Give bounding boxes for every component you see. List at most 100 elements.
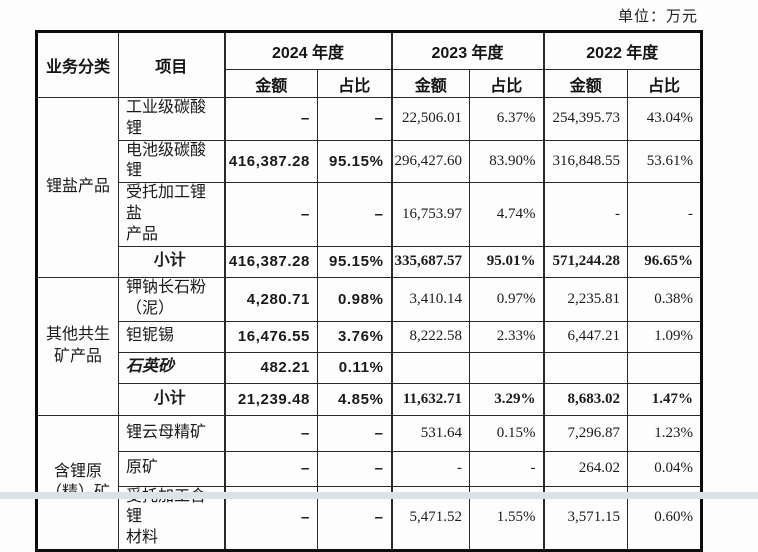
bottom-strip: [0, 492, 758, 499]
amount-cell: 22,506.01: [390, 97, 471, 141]
financial-table: 业务分类 项目 2024 年度 2023 年度 2022 年度 金额 占比 金额…: [35, 30, 704, 552]
ratio-cell: –: [316, 450, 393, 487]
ratio-cell: 3.76%: [316, 320, 393, 353]
ratio-cell: 83.90%: [469, 139, 545, 184]
item-cell: 工业级碳酸锂: [118, 97, 225, 141]
header-row-metrics: 金额 占比 金额 占比 金额 占比: [37, 69, 703, 98]
table-header: 业务分类 项目 2024 年度 2023 年度 2022 年度 金额 占比 金额…: [36, 31, 703, 98]
ratio-cell: 95.01%: [469, 245, 545, 278]
table-row: 原矿 – – - -264.02 0.04%: [37, 450, 703, 487]
table-body: 锂盐产品 工业级碳酸锂 – –22,506.01 6.37% 254,395.73 43.0…: [36, 97, 703, 551]
amount-cell: 316,848.55: [542, 139, 629, 184]
amount-cell: 6,447.21: [542, 320, 629, 353]
ratio-cell: 0.98%: [316, 276, 393, 322]
amount-cell: -: [542, 182, 629, 247]
amount-cell: 16,753.97: [390, 182, 471, 247]
header-year-2024: 2024 年度: [223, 31, 393, 70]
ratio-cell: 0.38%: [627, 276, 703, 322]
amount-cell: –: [223, 414, 318, 452]
table-row: 锂盐产品 工业级碳酸锂 – –22,506.01 6.37% 254,395.73 43.0…: [36, 97, 703, 278]
table-row: 其他共生 矿产品 钾钠长石粉 （泥） 4,280.71 0.98% 3,410.14 0.…: [36, 276, 703, 416]
amount-cell: 16,476.55: [223, 320, 318, 353]
ratio-cell: 0.11%: [316, 351, 393, 384]
item-cell: 石英砂: [118, 351, 225, 384]
header-amount-2023: 金额: [390, 69, 471, 98]
ratio-cell: 0.15%: [469, 414, 545, 452]
ratio-cell: 2.33%: [469, 320, 545, 353]
category-cell: 锂盐产品: [36, 97, 119, 278]
ratio-cell: 4.74%: [469, 182, 545, 247]
header-ratio-2022: 占比: [627, 69, 703, 98]
table-row: 小计 21,239.48 4.85% 11,632.71 3.29% 8,683.02 1.…: [37, 382, 703, 416]
header-item: 项目: [118, 31, 225, 98]
ratio-cell: –: [316, 182, 393, 247]
header-year-2023: 2023 年度: [390, 31, 545, 70]
amount-cell: 8,683.02: [542, 382, 629, 416]
amount-cell: 4,280.71: [223, 276, 318, 322]
header-amount-2022: 金额: [542, 69, 629, 98]
table-row: 受托加工锂盐 产品 – –16,753.97 4.74% - -: [37, 182, 703, 247]
table-row: 含锂原 （精）矿锂云母精矿––531.640.15%7,296.871.23%: [36, 414, 703, 551]
header-ratio-2023: 占比: [469, 69, 545, 98]
header-ratio-2024: 占比: [316, 69, 393, 98]
amount-cell: 8,222.58: [390, 320, 471, 353]
amount-cell: 531.64: [390, 414, 471, 452]
amount-cell: –: [223, 97, 318, 141]
ratio-cell: 1.09%: [627, 320, 703, 353]
item-cell: 锂云母精矿: [118, 414, 225, 452]
ratio-cell: 96.65%: [627, 245, 703, 278]
amount-cell: 7,296.87: [542, 414, 629, 452]
ratio-cell: 3.29%: [469, 382, 545, 416]
ratio-cell: 0.04%: [627, 450, 703, 487]
ratio-cell: 1.23%: [627, 414, 703, 452]
item-cell: 钽铌锡: [118, 320, 225, 353]
category-cell: 含锂原 （精）矿: [36, 414, 119, 551]
amount-cell: 2,235.81: [542, 276, 629, 322]
ratio-cell: 6.37%: [469, 97, 545, 141]
table-row: 电池级碳酸锂 416,387.28 95.15% 296,427.60 83.90% 31…: [37, 139, 703, 184]
ratio-cell: 95.15%: [316, 245, 393, 278]
amount-cell: 335,687.57: [390, 245, 471, 278]
amount-cell: 571,244.28: [542, 245, 629, 278]
ratio-cell: -: [627, 182, 703, 247]
item-cell: 受托加工锂盐 产品: [118, 182, 225, 247]
ratio-cell: -: [469, 450, 545, 487]
amount-cell: 254,395.73: [542, 97, 629, 141]
header-amount-2024: 金额: [223, 69, 318, 98]
ratio-cell: 43.04%: [627, 97, 703, 141]
ratio-cell: 53.61%: [627, 139, 703, 184]
unit-label: 单位：万元: [617, 9, 698, 25]
item-cell: 小计: [118, 245, 225, 278]
amount-cell: 3,410.14: [390, 276, 471, 322]
amount-cell: 482.21: [223, 351, 318, 384]
item-cell: 电池级碳酸锂: [118, 139, 225, 184]
ratio-cell: 95.15%: [316, 139, 393, 184]
table-row: 钽铌锡 16,476.55 3.76% 8,222.58 2.33% 6,447.21 1.…: [37, 320, 703, 353]
item-cell: 小计: [118, 382, 225, 416]
item-cell: 钾钠长石粉 （泥）: [118, 276, 225, 322]
amount-cell: –: [223, 450, 318, 487]
ratio-cell: –: [316, 414, 393, 452]
amount-cell: 21,239.48: [223, 382, 318, 416]
ratio-cell: [469, 351, 545, 384]
ratio-cell: 0.97%: [469, 276, 545, 322]
ratio-cell: 4.85%: [316, 382, 393, 416]
item-cell: 原矿: [118, 450, 225, 487]
amount-cell: 11,632.71: [390, 382, 471, 416]
header-row-years: 业务分类 项目 2024 年度 2023 年度 2022 年度: [36, 31, 703, 98]
category-cell: 其他共生 矿产品: [36, 276, 119, 416]
amount-cell: [390, 351, 471, 384]
amount-cell: –: [223, 182, 318, 247]
ratio-cell: –: [316, 97, 393, 141]
amount-cell: -: [390, 450, 471, 487]
amount-cell: 416,387.28: [223, 245, 318, 278]
table-row: 小计 416,387.28 95.15% 335,687.57 95.01% 571,24…: [37, 245, 703, 278]
header-business-class: 业务分类: [36, 31, 119, 98]
header-year-2022: 2022 年度: [542, 31, 703, 70]
amount-cell: 264.02: [542, 450, 629, 487]
amount-cell: [542, 351, 629, 384]
amount-cell: 416,387.28: [223, 139, 318, 184]
table-row: 石英砂 482.21 0.11%: [37, 351, 703, 384]
ratio-cell: 1.47%: [627, 382, 703, 416]
ratio-cell: [627, 351, 703, 384]
